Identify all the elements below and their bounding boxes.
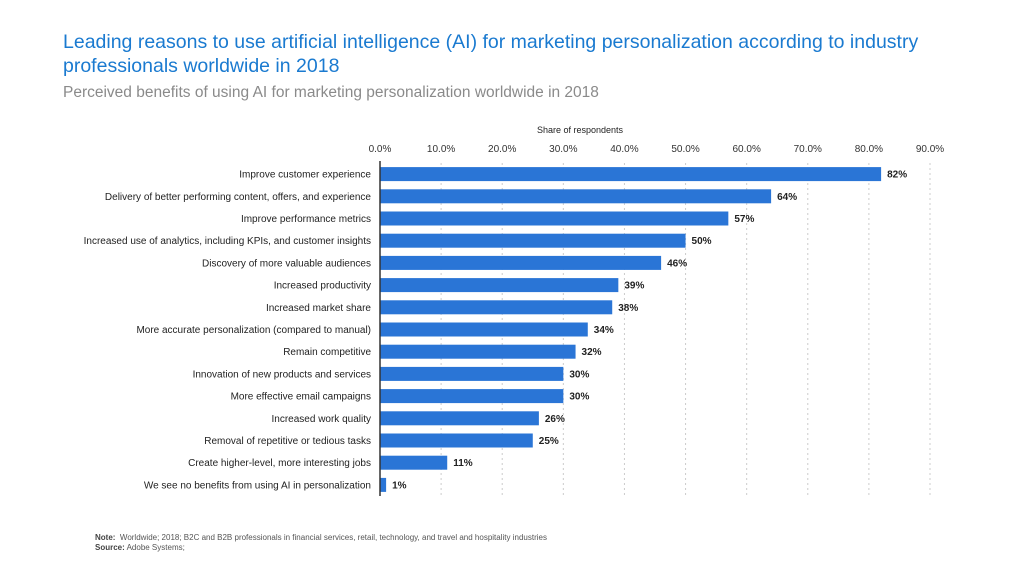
bar xyxy=(380,344,576,359)
data-label: 64% xyxy=(777,192,797,203)
x-axis-label: Share of respondents xyxy=(537,125,624,135)
category-label: Discovery of more valuable audiences xyxy=(202,258,371,269)
x-tick-label: 0.0% xyxy=(369,144,392,155)
source-label: Source: xyxy=(95,543,125,552)
footnote: Note: Worldwide; 2018; B2C and B2B profe… xyxy=(95,533,547,553)
data-label: 26% xyxy=(545,414,565,425)
bar xyxy=(380,189,772,204)
x-tick-label: 30.0% xyxy=(549,144,577,155)
category-label: We see no benefits from using AI in pers… xyxy=(144,480,371,491)
category-label: Delivery of better performing content, o… xyxy=(105,192,372,203)
x-tick-label: 90.0% xyxy=(916,144,944,155)
bar xyxy=(380,211,729,226)
bar xyxy=(380,233,686,248)
x-tick-label: 70.0% xyxy=(794,144,822,155)
data-label: 30% xyxy=(569,369,589,380)
category-label: Improve performance metrics xyxy=(241,214,371,225)
data-label: 32% xyxy=(582,347,602,358)
bar xyxy=(380,255,662,270)
category-label: Innovation of new products and services xyxy=(193,369,371,380)
bar xyxy=(380,300,613,315)
category-label: Increased productivity xyxy=(274,281,371,292)
note-label: Note: xyxy=(95,533,116,542)
category-label: Improve customer experience xyxy=(239,170,371,181)
bar xyxy=(380,366,564,381)
data-label: 25% xyxy=(539,436,559,447)
chart-subtitle: Perceived benefits of using AI for marke… xyxy=(63,84,599,101)
bar xyxy=(380,455,448,470)
x-tick-label: 20.0% xyxy=(488,144,516,155)
bar xyxy=(380,389,564,404)
bar xyxy=(380,322,588,337)
data-label: 1% xyxy=(392,480,407,491)
data-label: 30% xyxy=(569,392,589,403)
bar xyxy=(380,167,882,182)
bar xyxy=(380,477,387,492)
data-label: 57% xyxy=(734,214,754,225)
category-label: Increased work quality xyxy=(272,414,372,425)
category-label: Removal of repetitive or tedious tasks xyxy=(204,436,371,447)
x-tick-label: 80.0% xyxy=(855,144,883,155)
data-label: 39% xyxy=(624,281,644,292)
category-label: Increased market share xyxy=(266,303,371,314)
data-label: 82% xyxy=(887,170,907,181)
category-label: Remain competitive xyxy=(283,347,371,358)
x-tick-label: 60.0% xyxy=(732,144,760,155)
data-label: 34% xyxy=(594,325,614,336)
data-label: 50% xyxy=(692,236,712,247)
note-text: Worldwide; 2018; B2C and B2B professiona… xyxy=(119,533,547,542)
bar xyxy=(380,411,539,426)
bar xyxy=(380,433,533,448)
category-label: More accurate personalization (compared … xyxy=(136,325,371,336)
category-label: Create higher-level, more interesting jo… xyxy=(188,458,371,469)
data-label: 38% xyxy=(618,303,638,314)
bar xyxy=(380,278,619,293)
x-tick-label: 50.0% xyxy=(671,144,699,155)
data-label: 11% xyxy=(453,458,473,469)
category-label: Increased use of analytics, including KP… xyxy=(84,236,371,247)
x-tick-label: 10.0% xyxy=(427,144,455,155)
source-text: Adobe Systems; xyxy=(126,543,185,552)
category-label: More effective email campaigns xyxy=(231,392,371,403)
x-tick-label: 40.0% xyxy=(610,144,638,155)
chart-title: Leading reasons to use artificial intell… xyxy=(63,31,919,77)
data-label: 46% xyxy=(667,258,687,269)
